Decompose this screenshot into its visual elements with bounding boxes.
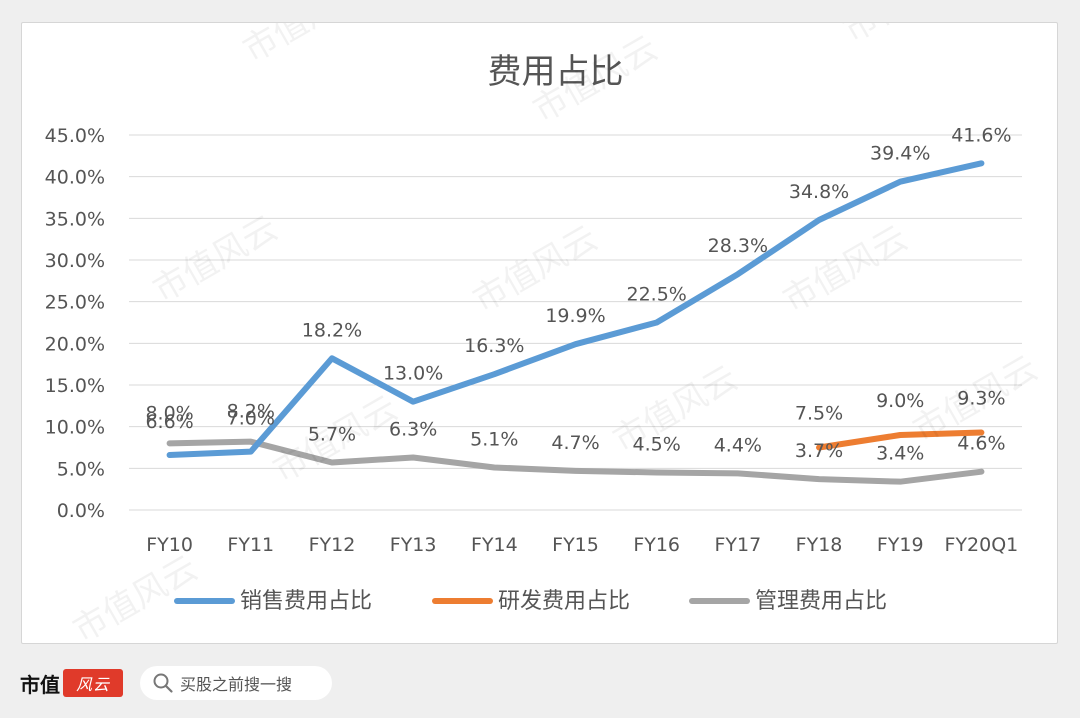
data-label: 3.7% bbox=[795, 440, 843, 462]
series-line-3 bbox=[166, 438, 985, 485]
watermark: 市值风云 bbox=[837, 23, 975, 51]
x-tick-label: FY13 bbox=[390, 534, 437, 556]
watermark: 市值风云 bbox=[147, 208, 285, 311]
y-tick-label: 10.0% bbox=[45, 417, 105, 439]
y-tick-label: 5.0% bbox=[57, 458, 105, 480]
legend-label: 研发费用占比 bbox=[498, 589, 630, 614]
y-tick-label: 0.0% bbox=[57, 500, 105, 522]
x-tick-label: FY20Q1 bbox=[945, 534, 1019, 556]
y-tick-label: 40.0% bbox=[45, 167, 105, 189]
x-tick-label: FY12 bbox=[309, 534, 356, 556]
data-label: 8.2% bbox=[227, 401, 275, 423]
data-label: 3.4% bbox=[876, 443, 924, 465]
data-label: 9.0% bbox=[876, 390, 924, 412]
data-label: 22.5% bbox=[627, 284, 687, 306]
data-label: 41.6% bbox=[951, 124, 1011, 146]
data-label: 6.3% bbox=[389, 419, 437, 441]
chart-title: 费用占比 bbox=[488, 52, 624, 92]
y-tick-label: 45.0% bbox=[45, 125, 105, 147]
line-chart: 费用占比 0.0% 5.0% 10.0% 15.0% 20.0% 25.0% 30.0% 35.… bbox=[45, 23, 1045, 643]
search-icon bbox=[153, 673, 173, 693]
data-label: 9.3% bbox=[957, 388, 1005, 410]
brand-logo[interactable]: 市值 风云 bbox=[20, 668, 123, 698]
series-line-2 bbox=[816, 429, 985, 451]
x-tick-label: FY14 bbox=[471, 534, 518, 556]
legend-label: 管理费用占比 bbox=[755, 589, 887, 614]
data-label: 5.7% bbox=[308, 424, 356, 446]
y-tick-label: 30.0% bbox=[45, 250, 105, 272]
data-label: 4.6% bbox=[957, 433, 1005, 455]
data-label: 7.0% bbox=[227, 408, 275, 430]
data-label: 6.6% bbox=[145, 411, 193, 433]
x-tick-label: FY16 bbox=[633, 534, 680, 556]
chart-card: 费用占比 0.0% 5.0% 10.0% 15.0% 20.0% 25.0% 30.0% 35.… bbox=[21, 22, 1058, 644]
data-label: 4.5% bbox=[633, 434, 681, 456]
data-label: 28.3% bbox=[708, 235, 768, 257]
search-placeholder: 买股之前搜一搜 bbox=[180, 675, 293, 694]
search-box[interactable]: 买股之前搜一搜 bbox=[140, 666, 332, 700]
x-tick-label: FY15 bbox=[552, 534, 599, 556]
legend-label: 销售费用占比 bbox=[240, 589, 372, 614]
data-label: 7.5% bbox=[795, 403, 843, 425]
x-tick-label: FY11 bbox=[227, 534, 274, 556]
data-label: 8.0% bbox=[145, 402, 193, 424]
data-label: 39.4% bbox=[870, 143, 930, 165]
data-label: 34.8% bbox=[789, 181, 849, 203]
brand-name: 市值 bbox=[20, 672, 60, 697]
series-line-1 bbox=[166, 160, 985, 458]
data-label: 13.0% bbox=[383, 363, 443, 385]
x-tick-label: FY19 bbox=[877, 534, 924, 556]
data-label: 18.2% bbox=[302, 319, 362, 341]
x-tick-label: FY18 bbox=[796, 534, 843, 556]
data-label: 16.3% bbox=[464, 335, 524, 357]
y-tick-label: 35.0% bbox=[45, 208, 105, 230]
y-tick-label: 20.0% bbox=[45, 333, 105, 355]
data-label: 4.4% bbox=[714, 434, 762, 456]
y-tick-label: 25.0% bbox=[45, 292, 105, 314]
data-label: 4.7% bbox=[551, 432, 599, 454]
x-tick-label: FY10 bbox=[146, 534, 193, 556]
x-tick-label: FY17 bbox=[715, 534, 762, 556]
brand-mark: 风云 bbox=[63, 669, 123, 697]
watermark: 市值风云 bbox=[237, 23, 375, 71]
y-tick-label: 15.0% bbox=[45, 375, 105, 397]
data-label: 19.9% bbox=[545, 305, 605, 327]
watermark: 市值风云 bbox=[67, 548, 205, 643]
footer-bar: 市值 风云 买股之前搜一搜 bbox=[0, 650, 1080, 718]
data-label: 5.1% bbox=[470, 429, 518, 451]
watermark: 市值风云 bbox=[267, 388, 405, 491]
